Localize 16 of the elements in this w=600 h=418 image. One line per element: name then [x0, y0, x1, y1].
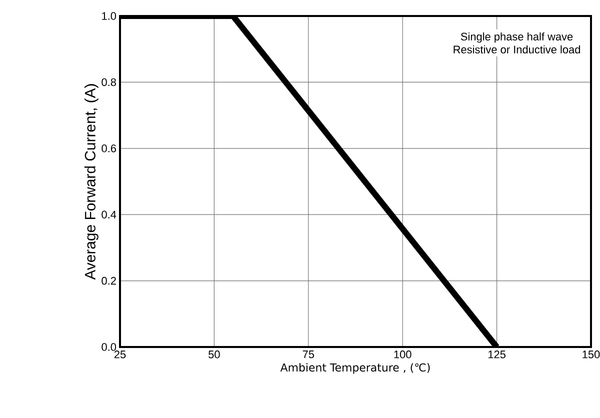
y-tick-label: 0.8: [102, 78, 116, 86]
y-tick-label: 0.6: [102, 144, 116, 152]
x-tick-label: 100: [394, 350, 412, 358]
y-tick-label: 0.4: [102, 210, 116, 218]
x-tick-label: 150: [582, 350, 600, 358]
y-tick-label: 1.0: [102, 12, 116, 20]
annotation: Resistive or Inductive load: [454, 45, 580, 54]
x-tick-label: 125: [488, 350, 506, 358]
x-tick-label: 50: [208, 350, 220, 358]
x-tick-label: 75: [302, 350, 314, 358]
y-tick-label: 0.2: [102, 276, 116, 285]
y-tick-label: 0.0: [102, 343, 116, 351]
y-axis-title: Average Forward Current, (A): [84, 84, 98, 280]
x-axis-title: Ambient Temperature , (℃): [280, 363, 430, 374]
annotation: Single phase half wave: [460, 32, 573, 43]
x-tick-label: 25: [114, 350, 126, 358]
